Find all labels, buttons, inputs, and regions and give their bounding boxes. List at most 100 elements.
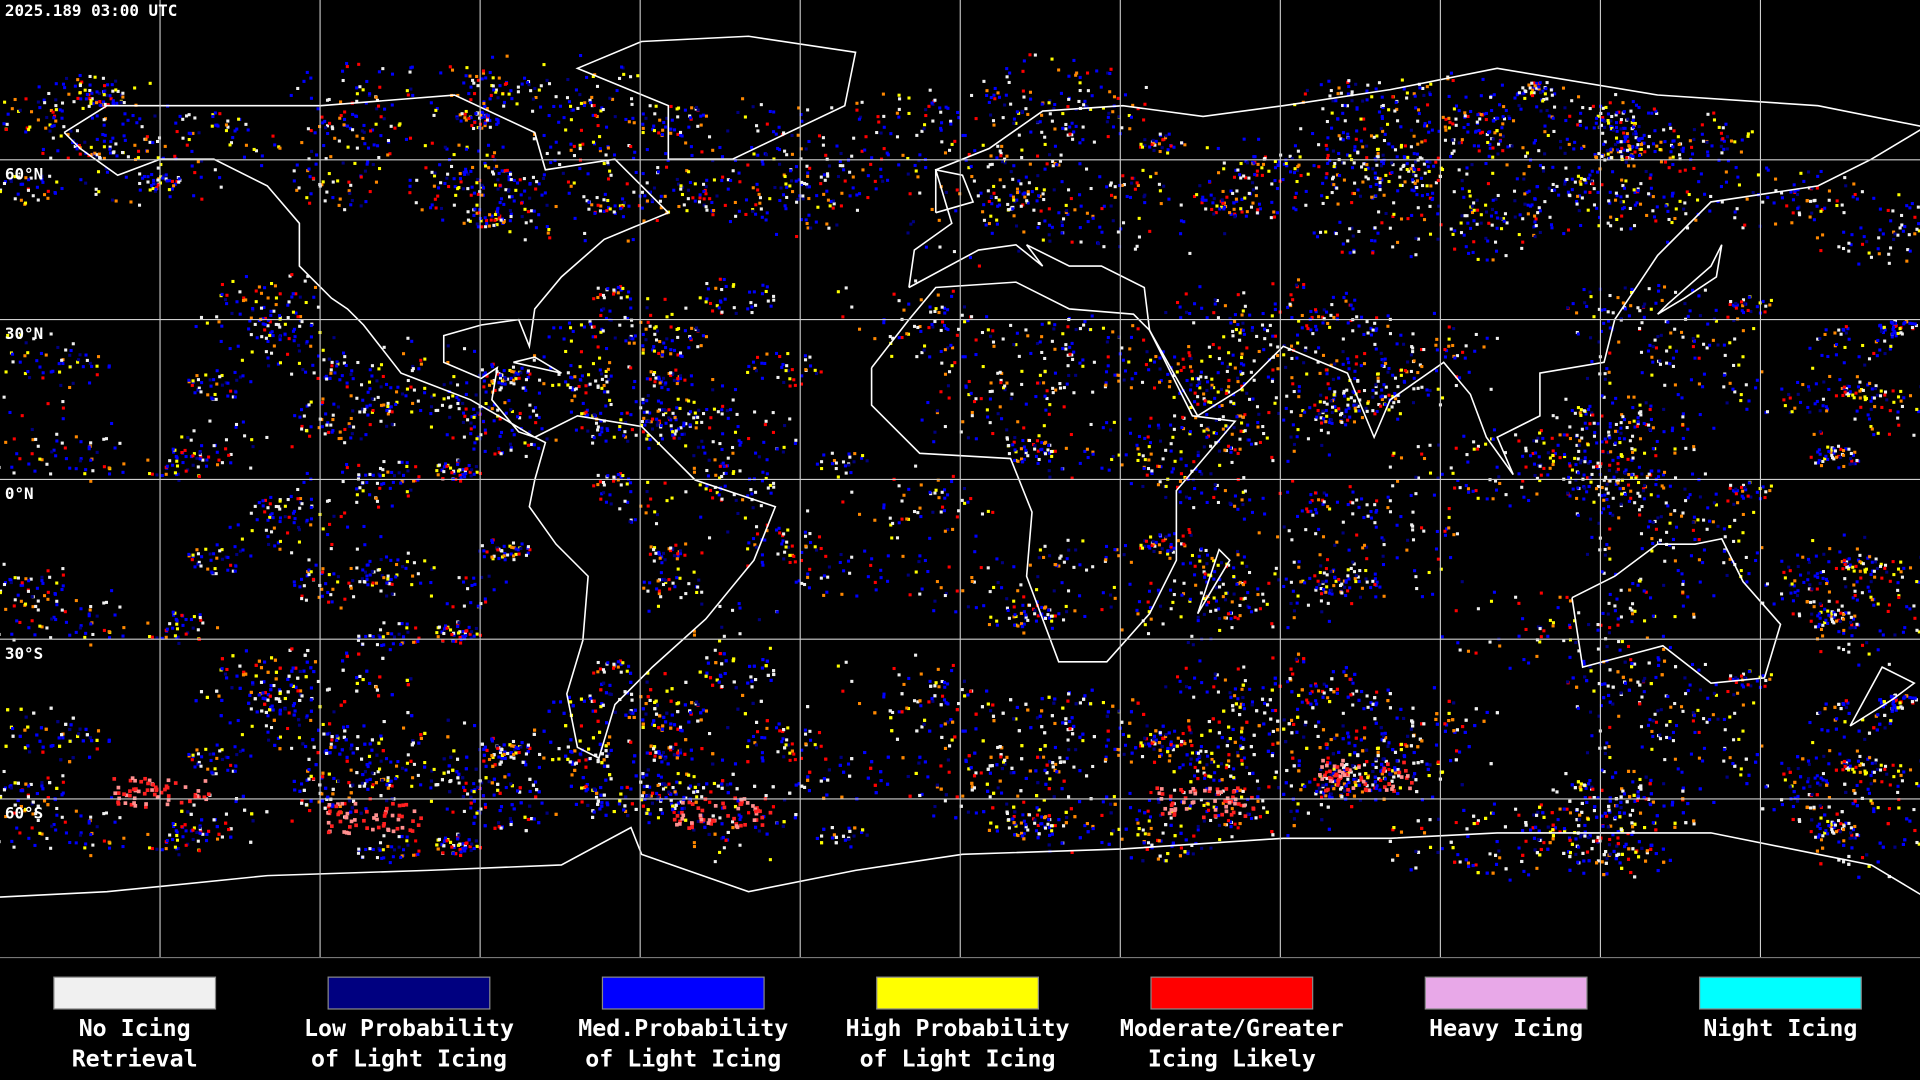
icing-pixel xyxy=(1015,198,1019,202)
icing-pixel xyxy=(1706,154,1710,158)
icing-pixel xyxy=(1605,498,1609,502)
icing-pixel xyxy=(1035,187,1039,191)
icing-pixel xyxy=(486,114,490,118)
icing-pixel xyxy=(579,101,583,105)
icing-pixel xyxy=(988,421,992,425)
icing-pixel xyxy=(1536,211,1540,215)
icing-pixel xyxy=(253,322,257,326)
icing-pixel xyxy=(938,106,942,110)
icing-pixel xyxy=(1077,99,1081,103)
icing-pixel xyxy=(598,293,602,297)
icing-pixel xyxy=(371,128,375,132)
icing-pixel xyxy=(718,442,722,446)
icing-pixel xyxy=(1600,394,1604,398)
icing-pixel xyxy=(1867,417,1872,421)
icing-pixel xyxy=(226,119,230,123)
icing-pixel xyxy=(441,218,445,222)
icing-pixel xyxy=(459,476,463,480)
icing-pixel xyxy=(161,156,165,160)
icing-pixel xyxy=(1295,356,1299,360)
icing-pixel xyxy=(48,123,52,127)
icing-pixel xyxy=(379,419,383,423)
icing-pixel xyxy=(1166,151,1170,155)
icing-pixel xyxy=(1182,427,1186,431)
icing-pixel xyxy=(507,92,511,96)
icing-pixel xyxy=(540,193,544,197)
icing-pixel xyxy=(1464,95,1468,99)
icing-pixel xyxy=(1319,416,1323,420)
icing-pixel xyxy=(656,170,660,174)
icing-pixel xyxy=(1593,153,1597,157)
icing-pixel xyxy=(1834,455,1838,459)
icing-pixel xyxy=(1692,166,1696,170)
icing-pixel xyxy=(374,122,378,126)
icing-pixel xyxy=(1499,217,1503,221)
icing-pixel xyxy=(1109,204,1113,208)
icing-pixel xyxy=(1297,385,1301,389)
icing-pixel xyxy=(639,320,643,324)
icing-pixel xyxy=(18,360,22,364)
icing-pixel xyxy=(198,457,202,461)
icing-pixel xyxy=(1706,322,1710,326)
icing-pixel xyxy=(261,317,265,321)
icing-pixel xyxy=(774,351,779,355)
icing-pixel xyxy=(36,444,40,448)
icing-pixel xyxy=(1811,366,1815,370)
icing-pixel xyxy=(866,196,870,200)
icing-pixel xyxy=(1582,288,1586,292)
icing-pixel xyxy=(1644,423,1648,427)
icing-pixel xyxy=(1024,175,1028,179)
icing-pixel xyxy=(1527,189,1531,193)
icing-pixel xyxy=(1111,125,1116,129)
icing-pixel xyxy=(1053,449,1057,453)
icing-pixel xyxy=(1806,405,1810,409)
icing-pixel xyxy=(1344,408,1348,412)
icing-pixel xyxy=(238,375,242,379)
icing-pixel xyxy=(718,277,722,281)
icing-pixel xyxy=(1055,163,1059,167)
icing-pixel xyxy=(1366,177,1370,181)
icing-pixel xyxy=(926,401,930,405)
icing-pixel xyxy=(1101,106,1105,110)
icing-pixel xyxy=(317,426,321,430)
icing-pixel xyxy=(1235,189,1239,193)
icing-pixel xyxy=(792,378,796,382)
icing-pixel xyxy=(1295,180,1299,184)
icing-pixel xyxy=(386,401,390,405)
icing-pixel xyxy=(175,130,179,134)
icing-pixel xyxy=(187,113,191,117)
icing-pixel xyxy=(835,223,839,227)
icing-pixel xyxy=(1750,130,1754,134)
icing-pixel xyxy=(90,116,94,120)
icing-pixel xyxy=(648,104,652,108)
icing-pixel xyxy=(192,194,196,198)
icing-pixel xyxy=(1621,184,1625,188)
icing-pixel xyxy=(434,408,438,413)
icing-pixel xyxy=(1605,367,1609,371)
icing-pixel xyxy=(1900,213,1904,217)
icing-pixel xyxy=(1441,115,1445,119)
icing-pixel xyxy=(1609,119,1613,123)
icing-pixel xyxy=(1573,140,1577,144)
icing-pixel xyxy=(1386,324,1390,328)
icing-pixel xyxy=(349,416,353,420)
icing-pixel xyxy=(583,239,587,243)
icing-pixel xyxy=(671,372,675,376)
icing-pixel xyxy=(1092,140,1096,144)
icing-pixel xyxy=(1668,362,1672,366)
icing-pixel xyxy=(1295,435,1299,439)
icing-pixel xyxy=(1567,462,1572,466)
icing-pixel xyxy=(1517,104,1521,108)
icing-pixel xyxy=(1696,334,1700,338)
icing-pixel xyxy=(473,414,477,418)
icing-pixel xyxy=(1674,349,1679,353)
icing-pixel xyxy=(1412,152,1416,156)
icing-pixel xyxy=(366,390,370,394)
icing-pixel xyxy=(480,77,484,81)
icing-pixel xyxy=(440,403,444,407)
icing-pixel xyxy=(1343,104,1347,108)
icing-pixel xyxy=(16,192,20,196)
icing-pixel xyxy=(495,122,499,126)
icing-pixel xyxy=(1561,86,1566,90)
icing-pixel xyxy=(1085,105,1089,109)
